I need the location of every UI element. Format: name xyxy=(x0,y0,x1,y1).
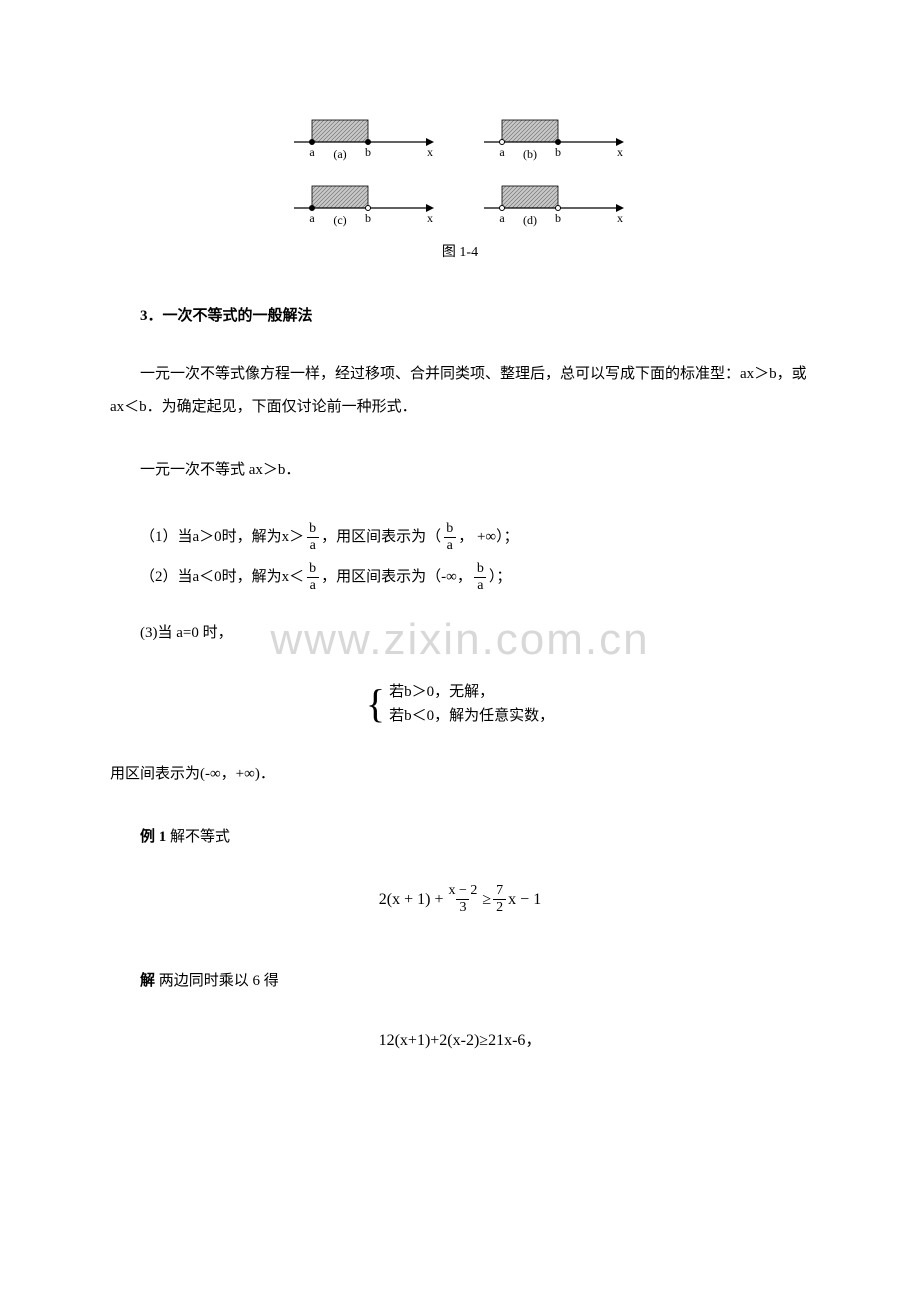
math-term: 2(x + 1) + xyxy=(379,887,444,913)
case-2-suffix: ）； xyxy=(489,558,512,597)
solution-label: 解 xyxy=(140,973,155,989)
case-1-mid: ，用区间表示为（ xyxy=(321,518,441,557)
example-text: 解不等式 xyxy=(166,829,230,845)
example-equation: 2(x + 1) + x − 23 ≥ 72 x − 1 xyxy=(110,884,810,915)
section-heading: 3．一次不等式的一般解法 xyxy=(110,304,810,328)
svg-text:x: x xyxy=(427,211,433,225)
fraction-icon: 72 xyxy=(493,884,506,915)
case-2: （2）当a＜0时，解为x＜ ba ，用区间表示为（-∞， ba ）； xyxy=(140,557,810,597)
svg-text:a: a xyxy=(309,211,315,225)
svg-text:b: b xyxy=(365,211,371,225)
example-label: 例 1 xyxy=(140,829,166,845)
interval-diagram-icon: a b x (a) xyxy=(290,110,440,166)
svg-text:(b): (b) xyxy=(523,147,537,161)
svg-text:a: a xyxy=(499,211,505,225)
interval-diagram-icon: a b x (d) xyxy=(480,176,630,232)
svg-text:a: a xyxy=(309,145,315,159)
svg-text:x: x xyxy=(427,145,433,159)
fraction-icon: x − 23 xyxy=(445,884,480,915)
paragraph-inequality: 一元一次不等式 ax＞b． xyxy=(110,454,810,487)
svg-text:(c): (c) xyxy=(333,213,346,227)
case-1-suffix: ， +∞）； xyxy=(458,518,518,557)
brace-line-1: 若b＞0，无解， xyxy=(389,680,554,704)
fraction-icon: ba xyxy=(306,562,319,593)
case-3-brace: { 若b＞0，无解， 若b＜0，解为任意实数， xyxy=(110,680,810,728)
example-1: 例 1 解不等式 xyxy=(110,821,810,854)
svg-text:x: x xyxy=(617,145,623,159)
svg-text:x: x xyxy=(617,211,623,225)
brace-line-2: 若b＜0，解为任意实数， xyxy=(389,704,554,728)
solution-eq-text: 12(x+1)+2(x-2)≥21x-6， xyxy=(379,1032,542,1049)
svg-text:b: b xyxy=(555,211,561,225)
case-1: （1）当a＞0时，解为x＞ ba ，用区间表示为（ ba ， +∞）； xyxy=(140,517,810,557)
fraction-icon: ba xyxy=(474,562,487,593)
svg-text:(a): (a) xyxy=(333,147,346,161)
svg-text:b: b xyxy=(555,145,561,159)
solution-equation: 12(x+1)+2(x-2)≥21x-6， xyxy=(110,1028,810,1054)
interval-diagram-icon: a b x (c) xyxy=(290,176,440,232)
figure-1-4: a b x (a) a b x (b) a b x (c) a b x (d xyxy=(110,110,810,264)
paragraph-intro: 一元一次不等式像方程一样，经过移项、合并同类项、整理后，总可以写成下面的标准型：… xyxy=(110,358,810,424)
solution-text: 两边同时乘以 6 得 xyxy=(155,973,279,989)
case-list: （1）当a＞0时，解为x＞ ba ，用区间表示为（ ba ， +∞）； （2）当… xyxy=(140,517,810,597)
brace-icon: { xyxy=(366,684,385,724)
case-2-prefix: （2）当a＜0时，解为x＜ xyxy=(140,558,304,597)
math-term: x − 1 xyxy=(508,887,541,913)
svg-text:a: a xyxy=(499,145,505,159)
fraction-icon: ba xyxy=(443,522,456,553)
svg-text:(d): (d) xyxy=(523,213,537,227)
figure-caption: 图 1-4 xyxy=(110,242,810,264)
interval-diagram-icon: a b x (b) xyxy=(480,110,630,166)
case-2-mid: ，用区间表示为（-∞， xyxy=(321,558,472,597)
case-3-label: (3)当 a=0 时， xyxy=(110,617,810,650)
math-term: ≥ xyxy=(482,887,491,913)
solution: 解 两边同时乘以 6 得 xyxy=(110,965,810,998)
fraction-icon: ba xyxy=(306,522,319,553)
svg-text:b: b xyxy=(365,145,371,159)
case-1-prefix: （1）当a＞0时，解为x＞ xyxy=(140,518,304,557)
interval-note: 用区间表示为(-∞，+∞)． xyxy=(110,758,810,791)
